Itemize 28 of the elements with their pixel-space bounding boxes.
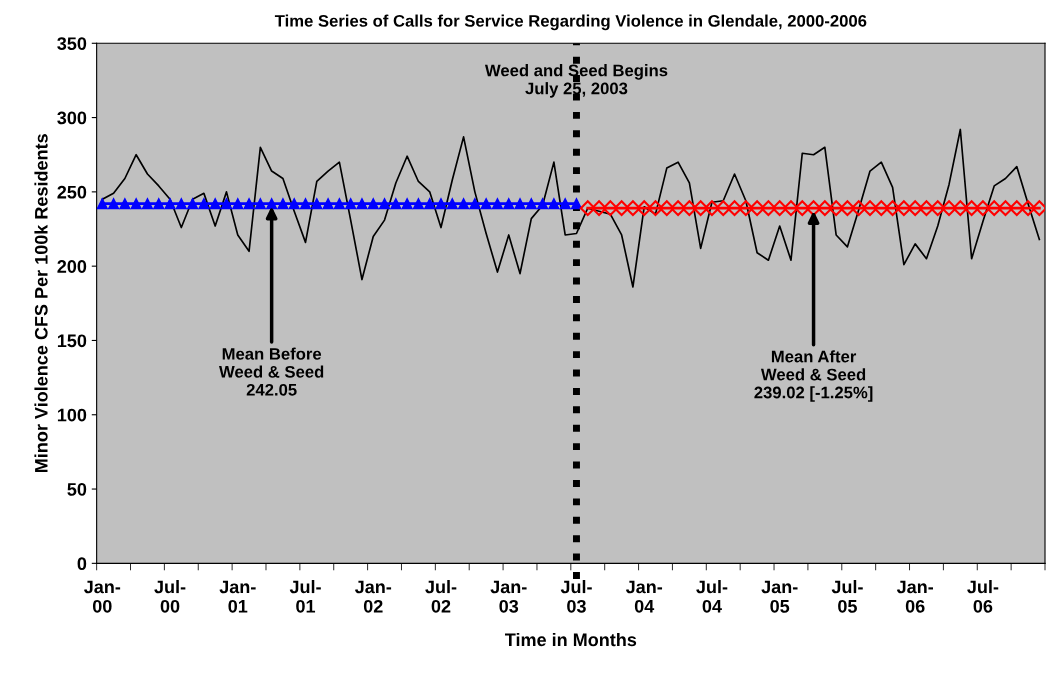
y-tick-label: 250	[57, 185, 87, 199]
chart-title: Time Series of Calls for Service Regarding Violence in Glendale, 2000-2006	[274, 14, 867, 31]
y-tick-label: 50	[67, 482, 87, 496]
ref-line-label: Weed and Seed Begins July 25, 2003	[484, 64, 668, 98]
x-axis-title: Time in Months	[504, 632, 637, 647]
x-tick-label: Jan- 05	[761, 580, 798, 613]
x-tick-label: Jan- 04	[625, 580, 663, 613]
x-tick-label: Jul- 05	[831, 580, 863, 613]
x-tick-label: Jan- 06	[896, 580, 934, 613]
y-tick-label: 0	[77, 557, 87, 571]
x-tick-label: Jul- 03	[560, 580, 592, 613]
x-tick-label: Jul- 00	[154, 580, 186, 613]
x-tick-label: Jul- 04	[696, 580, 728, 613]
y-tick-label: 350	[57, 37, 87, 51]
x-tick-label: Jul- 01	[289, 580, 321, 613]
x-tick-label: Jul- 06	[967, 580, 999, 613]
x-tick-label: Jan- 02	[354, 580, 392, 613]
annotation: Mean After Weed & Seed 239.02 [-1.25%]	[754, 350, 873, 402]
x-tick-label: Jan- 00	[84, 580, 121, 613]
y-tick-label: 100	[57, 408, 87, 422]
y-tick-label: 200	[57, 260, 87, 273]
x-tick-label: Jul- 02	[425, 580, 457, 613]
y-axis-title: Minor Violence CFS Per 100k Residents	[34, 134, 48, 473]
y-tick-label: 300	[57, 111, 87, 125]
x-tick-label: Jan- 03	[490, 580, 527, 613]
annotation: Mean Before Weed & Seed 242.05	[219, 347, 324, 396]
x-tick-label: Jan- 01	[219, 580, 256, 613]
y-tick-label: 150	[57, 334, 87, 348]
